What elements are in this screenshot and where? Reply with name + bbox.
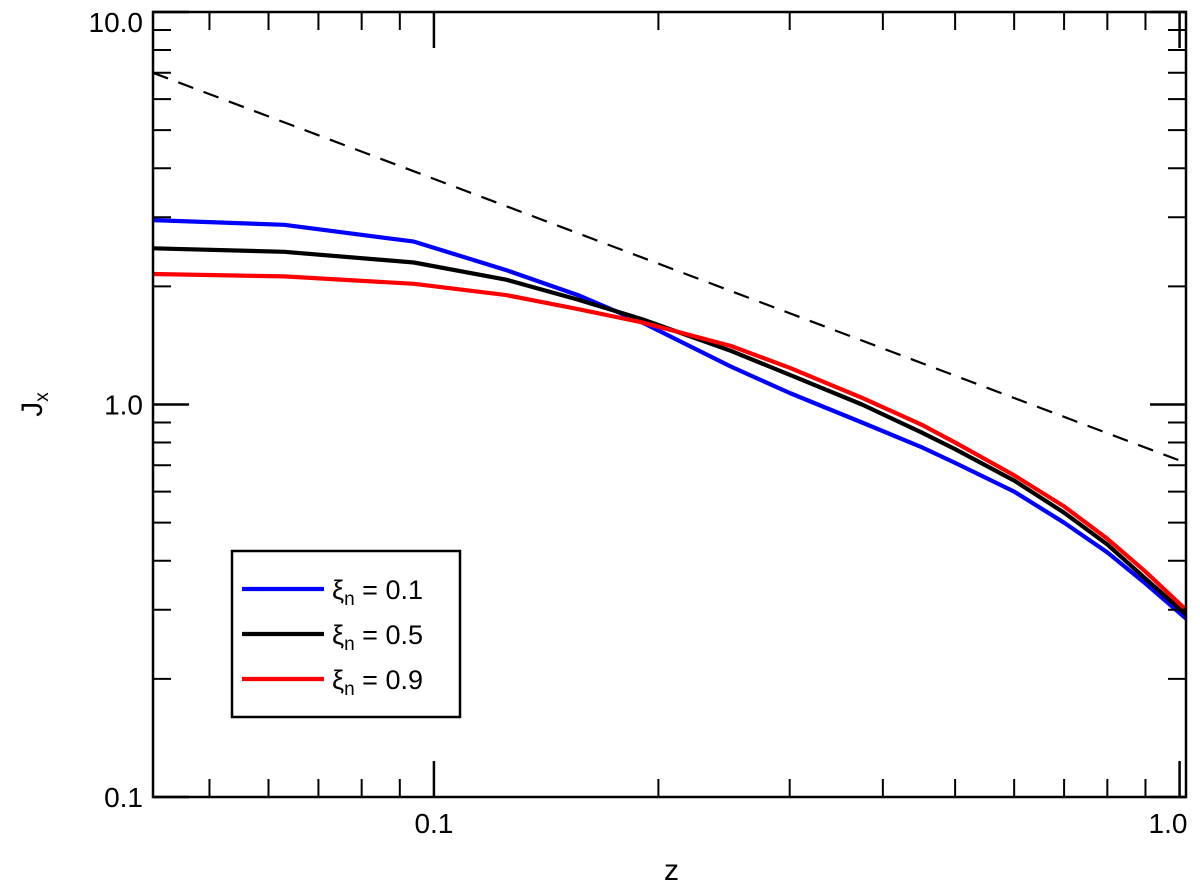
legend: ξn = 0.1 ξn = 0.5 ξn = 0.9 [230,549,462,719]
series-line-0 [153,218,1186,621]
y-tick-label: 10.0 [89,7,144,38]
svg-text:Jx: Jx [16,392,53,417]
x-tick-label: 1.0 [1149,808,1188,839]
reference-dashed-line [153,71,1186,464]
y-tick-label: 1.0 [104,390,143,421]
series-layer [153,71,1186,621]
x-axis-label: z [664,854,679,887]
tick-label-layer: 0.1 1.0 0.1 1.0 10.0 [89,7,1188,839]
y-axis-label: Jx [16,392,53,417]
x-tick-label: 0.1 [414,808,453,839]
series-line-1 [153,246,1186,616]
legend-label-1: ξn = 0.5 [332,620,423,655]
legend-label-0: ξn = 0.1 [332,575,423,610]
plot-frame [151,10,1188,799]
legend-label-2: ξn = 0.9 [332,665,423,700]
y-axis-label-main: J [16,402,49,417]
series-line-2 [153,271,1186,612]
y-tick-label: 0.1 [104,782,143,813]
y-axis-label-sub: x [32,392,53,402]
